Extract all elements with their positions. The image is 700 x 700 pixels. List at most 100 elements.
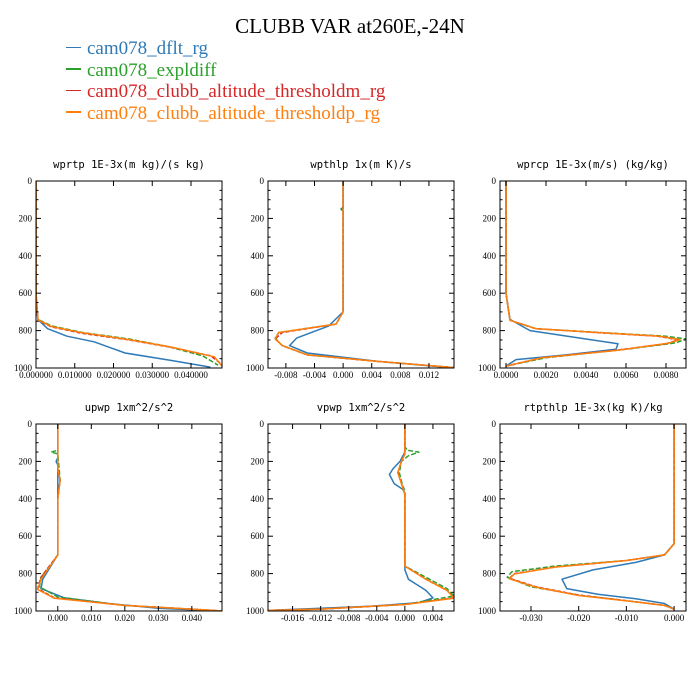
- series-line: [505, 181, 681, 367]
- x-tick-label: 0.008: [390, 370, 411, 380]
- x-tick-label: 0.0000: [494, 370, 519, 380]
- legend-line-icon: [66, 46, 81, 49]
- x-tick-label: 0.010000: [58, 370, 92, 380]
- series-line: [508, 424, 675, 610]
- legend-line-icon: [66, 111, 81, 113]
- plot-frame: [267, 180, 455, 369]
- chart-panel: wpthlp 1x(m K)/s 0 200 400 600 800 1000 -0.008-…: [246, 159, 455, 380]
- x-tick-label: 0.040000: [174, 370, 208, 380]
- x-tick-label: -0.016: [281, 613, 305, 623]
- y-tick-label: 800: [251, 569, 265, 579]
- series-line: [38, 424, 222, 611]
- chart-panel: vpwp 1xm^2/s^2 0 200 400 600 800 1000 -0.016 -0.…: [246, 402, 455, 623]
- y-tick-label: 400: [251, 251, 265, 261]
- legend: cam078_dflt_rg cam078_expldiff cam078_cl…: [66, 38, 385, 124]
- x-tick-label: 0.000: [664, 613, 685, 623]
- chart-title: upwp 1xm^2/s^2: [85, 402, 174, 414]
- figure-title: CLUBB VAR at260E,-24N: [235, 14, 465, 38]
- y-tick-label: 800: [251, 326, 265, 336]
- series-line: [274, 181, 454, 368]
- series-line: [288, 181, 451, 368]
- y-tick-label: 600: [251, 288, 265, 298]
- legend-label: cam078_expldiff: [87, 59, 217, 81]
- y-tick-label: 1000: [14, 606, 33, 616]
- chart-panel: rtpthlp 1E-3x(kg K)/kg 0 200 400 600 800 1000 -…: [478, 402, 687, 623]
- chart-panel: wprtp 1E-3x(m kg)/(s kg) 0 200 400 600 800 100…: [14, 159, 223, 380]
- y-tick-label: 1000: [478, 606, 497, 616]
- series-line: [561, 424, 675, 610]
- y-tick-label: 0: [28, 176, 33, 186]
- series-line: [268, 424, 454, 611]
- y-tick-label: 600: [19, 288, 33, 298]
- y-tick-label: 600: [483, 531, 497, 541]
- y-tick-label: 200: [19, 456, 33, 466]
- y-tick-label: 800: [483, 326, 497, 336]
- y-tick-label: 1000: [14, 363, 33, 373]
- chart-title: wprtp 1E-3x(m kg)/(s kg): [53, 159, 205, 171]
- plot-frame: [267, 423, 455, 612]
- x-tick-label: 0.030000: [135, 370, 169, 380]
- y-tick-label: 800: [483, 569, 497, 579]
- y-tick-label: 400: [483, 251, 497, 261]
- series-line: [274, 181, 454, 368]
- series-line: [268, 424, 454, 611]
- legend-item: cam078_clubb_altitude_thresholdp_rg: [66, 103, 385, 125]
- legend-line-icon: [66, 89, 81, 92]
- x-tick-label: 0.0060: [614, 370, 639, 380]
- legend-label: cam078_dflt_rg: [87, 38, 209, 59]
- x-tick-label: 0.000: [48, 613, 69, 623]
- y-tick-label: 0: [492, 176, 497, 186]
- series-line: [40, 424, 209, 611]
- x-tick-label: -0.004: [365, 613, 389, 623]
- legend-item: cam078_dflt_rg: [66, 38, 385, 60]
- y-tick-label: 1000: [246, 606, 265, 616]
- series-line: [36, 181, 219, 366]
- x-tick-label: 0.000000: [19, 370, 53, 380]
- chart-panel: upwp 1xm^2/s^2 0 200 400 600 800 1000 0.000 0.01…: [14, 402, 223, 623]
- chart-title: rtpthlp 1E-3x(kg K)/kg: [523, 402, 662, 414]
- series-line: [506, 424, 675, 610]
- x-tick-label: -0.030: [519, 613, 543, 623]
- y-tick-label: 1000: [246, 363, 265, 373]
- series-line: [268, 424, 434, 611]
- series-line: [268, 424, 454, 611]
- x-tick-label: 0.010: [81, 613, 102, 623]
- plot-frame: [35, 423, 223, 612]
- series-line: [508, 424, 675, 610]
- series-line: [36, 181, 222, 365]
- x-tick-label: 0.0040: [574, 370, 599, 380]
- chart-title: wpthlp 1x(m K)/s: [310, 159, 411, 171]
- x-tick-label: 0.0080: [654, 370, 679, 380]
- y-tick-label: 0: [260, 176, 265, 186]
- y-tick-label: 600: [251, 531, 265, 541]
- x-tick-label: 0.004: [362, 370, 383, 380]
- chart-title: wprcp 1E-3x(m/s) (kg/kg): [517, 159, 669, 171]
- x-tick-label: 0.020000: [97, 370, 131, 380]
- series-line: [274, 181, 454, 368]
- chart-title: vpwp 1xm^2/s^2: [317, 402, 406, 414]
- x-tick-label: -0.004: [303, 370, 327, 380]
- y-tick-label: 400: [251, 494, 265, 504]
- y-tick-label: 800: [19, 326, 33, 336]
- x-tick-label: -0.020: [567, 613, 591, 623]
- y-tick-label: 800: [19, 569, 33, 579]
- chart-panel: wprcp 1E-3x(m/s) (kg/kg) 0 200 400 600 800 100…: [478, 159, 687, 380]
- series-line: [505, 181, 679, 367]
- legend-label: cam078_clubb_altitude_thresholdm_rg: [87, 81, 386, 102]
- x-tick-label: 0.012: [419, 370, 439, 380]
- y-tick-label: 200: [251, 456, 265, 466]
- y-tick-label: 200: [483, 213, 497, 223]
- plot-frame: [499, 423, 687, 612]
- legend-item: cam078_expldiff: [66, 60, 385, 82]
- x-tick-label: -0.008: [337, 613, 361, 623]
- x-tick-label: 0.030: [148, 613, 169, 623]
- x-tick-label: -0.010: [615, 613, 639, 623]
- x-tick-label: 0.000: [333, 370, 354, 380]
- y-tick-label: 200: [483, 456, 497, 466]
- series-line: [36, 424, 222, 611]
- y-tick-label: 600: [483, 288, 497, 298]
- x-tick-label: 0.040: [182, 613, 203, 623]
- y-tick-label: 1000: [478, 363, 497, 373]
- y-tick-label: 400: [483, 494, 497, 504]
